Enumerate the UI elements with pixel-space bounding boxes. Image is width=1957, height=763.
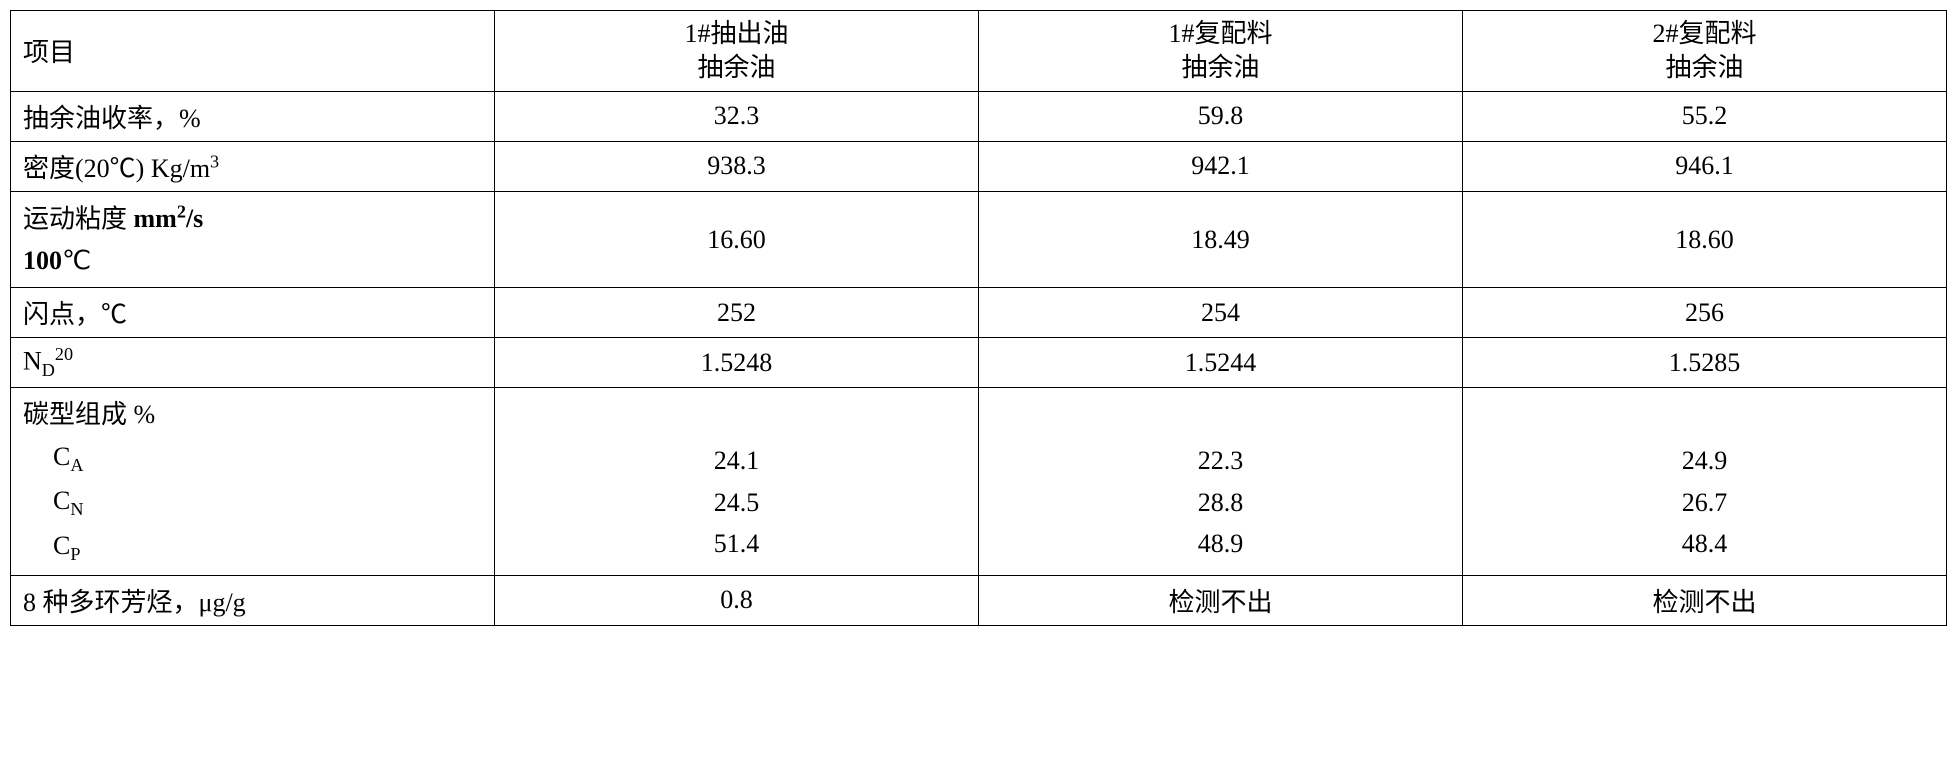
row3-label: 闪点，℃ [11,288,495,338]
row5-c0-pre: C [53,442,70,471]
row5-v3-2: 48.4 [1682,529,1728,558]
row4-sub: D [42,360,55,380]
header-2-line2: 抽余油 [991,51,1450,85]
row2-l2: 100 [23,246,62,275]
row1-v2: 942.1 [979,141,1463,191]
header-cell-2: 1#复配料 抽余油 [979,11,1463,92]
header-cell-3: 2#复配料 抽余油 [1463,11,1947,92]
row0-label: 抽余油收率，% [11,91,495,141]
row0-v2: 59.8 [979,91,1463,141]
row2-l1a: 运动粘度 [23,204,134,233]
row0-v1: 32.3 [495,91,979,141]
row4-base: N [23,347,42,376]
data-table: 项目 1#抽出油 抽余油 1#复配料 抽余油 2#复配料 抽余油 抽余油收率，%… [10,10,1947,626]
row1-v1: 938.3 [495,141,979,191]
row6-v2: 检测不出 [979,575,1463,625]
row5-c2-pre: C [53,531,70,560]
row2-l2suf: ℃ [62,246,91,275]
row5-c0-sub: A [70,455,83,475]
row5-c1-sub: N [70,499,83,519]
row4-v2: 1.5244 [979,338,1463,388]
row5-v2-0: 22.3 [1198,446,1244,475]
row4-sup: 20 [55,344,73,364]
header-1-line2: 抽余油 [507,51,966,85]
row5-c2-sub: P [70,544,80,564]
row5-title: 碳型组成 % [23,400,155,429]
row2-v3: 18.60 [1463,191,1947,288]
row5-v3: 24.9 26.7 48.4 [1463,388,1947,576]
row4-v1: 1.5248 [495,338,979,388]
row0-v3: 55.2 [1463,91,1947,141]
header-cell-item: 项目 [11,11,495,92]
row5-v2-2: 48.9 [1198,529,1244,558]
row2-v2: 18.49 [979,191,1463,288]
row6-label: 8 种多环芳烃，μg/g [11,575,495,625]
row1-label-sup: 3 [210,151,219,171]
header-3-line1: 2#复配料 [1475,17,1934,51]
header-3-line2: 抽余油 [1475,51,1934,85]
row5-v3-0: 24.9 [1682,446,1728,475]
table-row: 密度(20℃) Kg/m3 938.3 942.1 946.1 [11,141,1947,191]
row3-v2: 254 [979,288,1463,338]
table-row: 抽余油收率，% 32.3 59.8 55.2 [11,91,1947,141]
table-row: 闪点，℃ 252 254 256 [11,288,1947,338]
table-row: ND20 1.5248 1.5244 1.5285 [11,338,1947,388]
table-row: 运动粘度 mm2/s 100℃ 16.60 18.49 18.60 [11,191,1947,288]
row5-v3-1: 26.7 [1682,488,1728,517]
row5-v2-1: 28.8 [1198,488,1244,517]
header-label: 项目 [23,38,75,67]
row5-c1-pre: C [53,486,70,515]
row4-v3: 1.5285 [1463,338,1947,388]
header-2-line1: 1#复配料 [991,17,1450,51]
row5-v1-0: 24.1 [714,446,760,475]
header-cell-1: 1#抽出油 抽余油 [495,11,979,92]
row5-v2: 22.3 28.8 48.9 [979,388,1463,576]
row2-l1sup: 2 [177,202,186,222]
row5-label: 碳型组成 % CA CN CP [11,388,495,576]
table-row: 碳型组成 % CA CN CP 24.1 24.5 51.4 22.3 28.8… [11,388,1947,576]
row5-v1-2: 51.4 [714,529,760,558]
row1-label: 密度(20℃) Kg/m3 [11,141,495,191]
row2-l1c: /s [186,204,203,233]
row5-v1-1: 24.5 [714,488,760,517]
row3-v3: 256 [1463,288,1947,338]
table-header-row: 项目 1#抽出油 抽余油 1#复配料 抽余油 2#复配料 抽余油 [11,11,1947,92]
row5-v1: 24.1 24.5 51.4 [495,388,979,576]
row3-v1: 252 [495,288,979,338]
row1-label-prefix: 密度(20℃) Kg/m [23,154,210,183]
row4-label: ND20 [11,338,495,388]
row2-label: 运动粘度 mm2/s 100℃ [11,191,495,288]
row6-v1: 0.8 [495,575,979,625]
table-row: 8 种多环芳烃，μg/g 0.8 检测不出 检测不出 [11,575,1947,625]
header-1-line1: 1#抽出油 [507,17,966,51]
row2-l1b: mm [134,204,177,233]
row2-v1: 16.60 [495,191,979,288]
row6-v3: 检测不出 [1463,575,1947,625]
row1-v3: 946.1 [1463,141,1947,191]
